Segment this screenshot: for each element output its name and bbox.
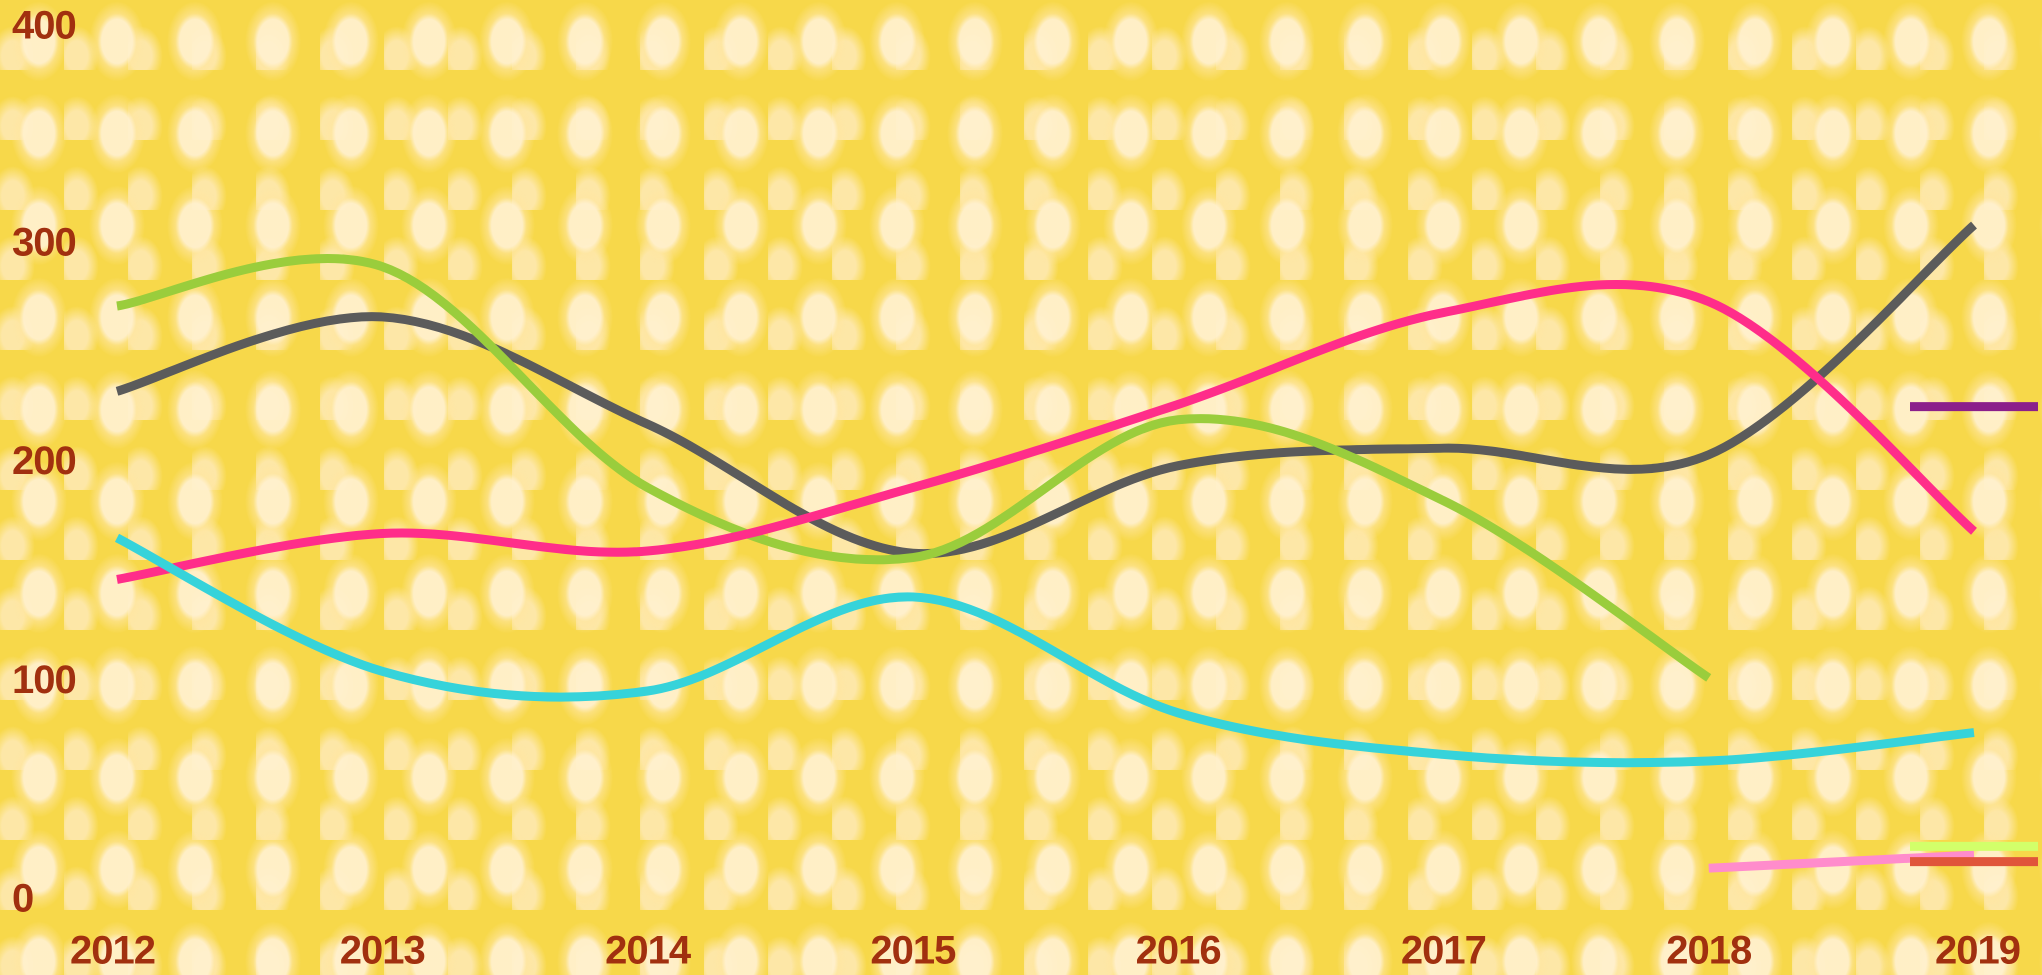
y-tick-label: 300 (12, 220, 76, 264)
line-series (116, 279, 1977, 584)
x-tick-label: 2013 (340, 929, 425, 973)
x-tick-label: 2019 (1935, 929, 2020, 973)
y-tick-label: 200 (12, 439, 76, 483)
y-tick-label: 400 (12, 4, 76, 48)
x-tick-label: 2015 (870, 929, 956, 973)
x-tick-label: 2016 (1136, 929, 1221, 973)
y-tick-label: 100 (12, 658, 76, 702)
line-series (114, 533, 1975, 768)
y-tick-label: 0 (12, 877, 33, 921)
x-tick-label: 2018 (1666, 929, 1752, 973)
line-series (116, 254, 1712, 682)
line-series (1708, 850, 1975, 873)
line-series (115, 221, 1977, 559)
x-tick-label: 2017 (1401, 929, 1486, 973)
x-tick-label: 2014 (605, 929, 692, 973)
x-tick-label: 2012 (70, 929, 155, 973)
